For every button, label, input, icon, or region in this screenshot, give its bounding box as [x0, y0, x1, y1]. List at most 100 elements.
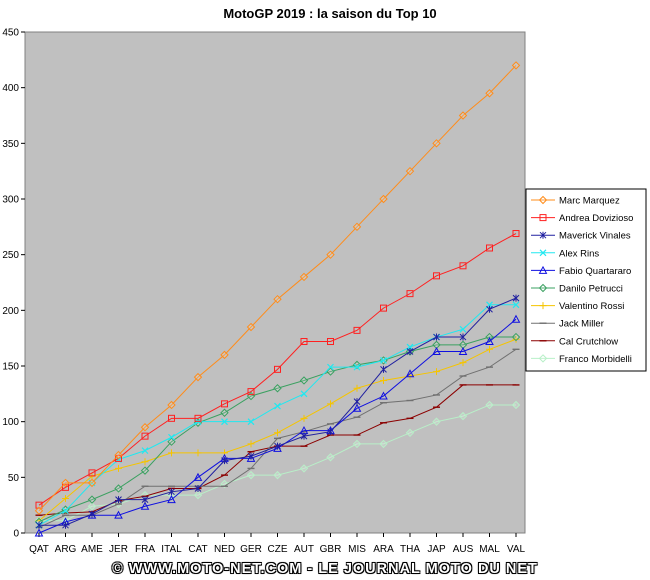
data-point [432, 139, 441, 148]
data-point [327, 338, 334, 346]
data-point [115, 464, 122, 472]
x-tick-label: JER [109, 544, 128, 555]
data-point [485, 336, 494, 346]
x-tick-label: ITAL [161, 544, 182, 555]
data-point [327, 428, 334, 436]
data-point [300, 414, 308, 422]
data-point [458, 111, 468, 120]
legend-item: Maverick Vinales [531, 231, 631, 242]
data-point [459, 333, 467, 341]
footer-text: © WWW.MOTO-NET.COM - LE JOURNAL MOTO DU … [112, 561, 538, 577]
data-point [62, 521, 69, 529]
data-point [114, 450, 123, 460]
data-point [88, 510, 96, 518]
data-point [353, 384, 361, 392]
data-point [88, 469, 96, 477]
y-tick-label: 150 [2, 362, 19, 373]
data-point [326, 367, 335, 376]
data-point [352, 360, 362, 370]
data-point [380, 357, 387, 364]
data-point [432, 417, 441, 426]
data-point [220, 408, 229, 417]
y-tick-label: 100 [2, 417, 19, 428]
x-tick-label: GER [240, 544, 262, 555]
data-point [326, 453, 335, 462]
legend-item: Valentino Rossi [531, 301, 624, 312]
data-point [299, 376, 309, 385]
data-point [379, 391, 388, 400]
data-point [379, 439, 388, 449]
data-point [140, 423, 150, 432]
data-point [379, 194, 388, 204]
data-point [406, 348, 414, 356]
data-point [35, 521, 43, 529]
data-point [353, 326, 361, 334]
data-point [194, 414, 202, 422]
data-point [193, 472, 203, 481]
data-point [194, 484, 202, 492]
data-point [221, 400, 228, 408]
data-point [274, 429, 281, 437]
data-point [273, 470, 282, 480]
legend-marker [539, 249, 547, 257]
y-tick-label: 350 [2, 139, 19, 150]
data-point [326, 250, 335, 259]
data-point [433, 333, 440, 341]
data-point [300, 432, 308, 440]
legend-label: Marc Marquez [559, 196, 620, 207]
y-tick-label: 0 [13, 529, 19, 540]
data-point [140, 466, 150, 475]
data-point [273, 294, 282, 304]
legend-item: Marc Marquez [531, 196, 620, 207]
x-tick-label: THA [400, 544, 420, 555]
data-point [140, 501, 150, 510]
legend-marker [538, 195, 548, 205]
series-line [38, 336, 516, 523]
x-tick-label: AUT [294, 544, 314, 555]
data-point [141, 458, 149, 466]
legend-marker [539, 231, 547, 239]
data-point [193, 490, 203, 500]
data-point [274, 365, 281, 373]
data-point [87, 495, 97, 504]
data-point [485, 89, 494, 98]
legend-marker [538, 283, 548, 293]
data-point [300, 338, 308, 346]
legend-marker [539, 302, 547, 310]
y-tick-label: 200 [2, 306, 19, 317]
y-axis: 0 50 100 150 200 250 300 350 400 450 [2, 28, 25, 540]
data-point [512, 301, 520, 309]
legend-label: Alex Rins [559, 248, 599, 259]
plot-area [24, 31, 526, 534]
x-tick-label: QAT [29, 544, 49, 555]
data-point [459, 359, 467, 367]
data-point [62, 494, 69, 502]
data-point [511, 332, 521, 342]
data-point [486, 244, 493, 252]
legend-marker [539, 214, 547, 222]
data-point [62, 507, 69, 515]
data-point [221, 418, 228, 426]
data-point [405, 428, 415, 438]
y-tick-label: 400 [2, 83, 19, 94]
series-maverick-vinales [35, 294, 520, 529]
data-point [35, 501, 43, 509]
x-tick-label: VAL [507, 544, 526, 555]
legend-label: Cal Crutchlow [559, 336, 618, 347]
legend-item: Jack Miller [531, 319, 604, 330]
legend-item: Fabio Quartararo [531, 265, 631, 277]
legend-marker [538, 265, 548, 274]
data-point [405, 369, 415, 378]
data-point [193, 372, 203, 382]
x-tick-label: CAT [188, 544, 207, 555]
data-point [433, 272, 440, 280]
y-tick-label: 50 [8, 473, 20, 484]
legend-item: Alex Rins [531, 248, 599, 259]
data-point [353, 363, 361, 371]
x-tick-label: GBR [320, 544, 342, 555]
x-tick-label: ARA [373, 544, 394, 555]
data-point [380, 376, 387, 384]
legend-item: Franco Morbidelli [531, 354, 632, 365]
data-point [486, 345, 493, 353]
data-point [273, 384, 282, 393]
